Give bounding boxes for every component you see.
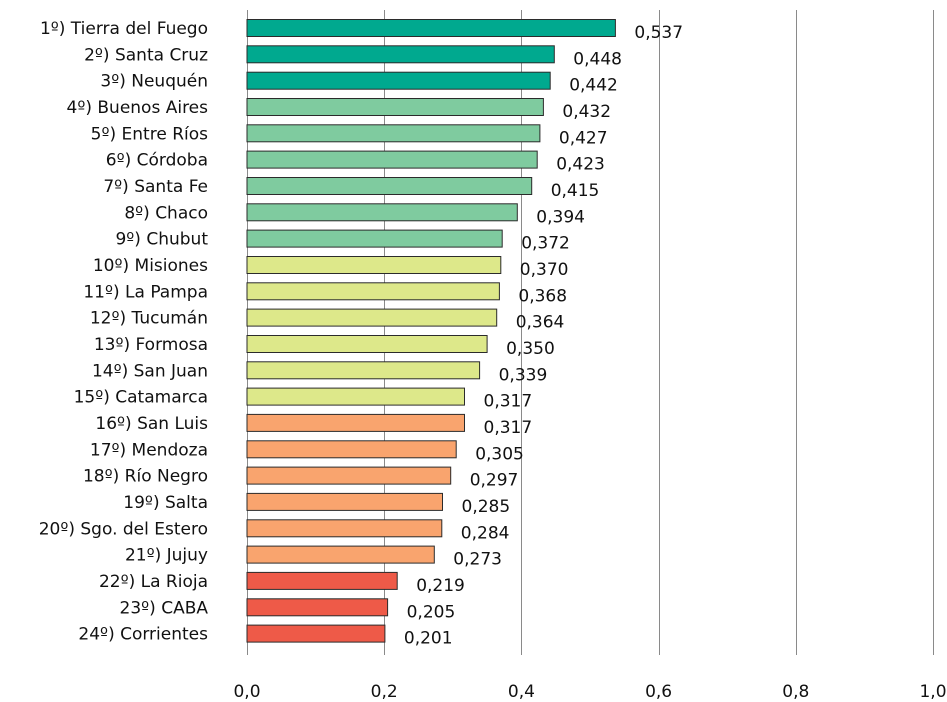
bar: [246, 440, 457, 459]
data-label: 0,317: [484, 418, 533, 438]
category-label: 22º) La Rioja: [99, 572, 208, 592]
data-label: 0,339: [499, 365, 548, 385]
tick-layer: 0,0 0,2 0,4 0,6 0,8 1,0: [233, 682, 946, 702]
category-label: 19º) Salta: [123, 493, 208, 513]
category-label: 5º) Entre Ríos: [91, 124, 208, 144]
bar: [246, 361, 481, 380]
bar: [246, 335, 488, 353]
category-label: 9º) Chubut: [115, 230, 208, 250]
category-label: 1º) Tierra del Fuego: [40, 19, 208, 39]
bar: [246, 19, 616, 37]
bar: [246, 229, 503, 248]
bar: [246, 492, 443, 511]
bar: [246, 308, 498, 327]
data-label: 0,368: [518, 286, 567, 306]
bar: [246, 45, 555, 64]
data-label: 0,364: [516, 313, 565, 333]
category-label: 16º) San Luis: [95, 414, 208, 434]
bar: [246, 256, 502, 274]
category-label: 3º) Neuquén: [100, 72, 208, 92]
bar: [246, 150, 538, 169]
bar: [246, 571, 398, 590]
category-label: 17º) Mendoza: [90, 440, 208, 460]
data-label: 0,201: [404, 629, 453, 649]
category-label: 2º) Santa Cruz: [84, 45, 208, 65]
category-label: 12º) Tucumán: [90, 309, 208, 329]
bar: [246, 545, 435, 564]
bar: [246, 466, 452, 485]
data-label: 0,285: [462, 497, 511, 517]
bar: [246, 624, 386, 643]
bar-layer: [246, 19, 616, 643]
bar: [246, 519, 443, 538]
category-label: 10º) Misiones: [93, 256, 208, 276]
bar: [246, 71, 551, 90]
data-label: 0,205: [407, 602, 456, 622]
x-tick-label: 0,0: [233, 682, 260, 702]
category-label: 4º) Buenos Aires: [67, 98, 209, 118]
data-label: 0,372: [521, 234, 570, 254]
category-label: 18º) Río Negro: [83, 467, 208, 487]
data-label: 0,284: [461, 523, 510, 543]
x-tick-label: 1,0: [919, 682, 946, 702]
label-layer: 1º) Tierra del Fuego 0,537 2º) Santa Cruz 0…: [39, 19, 683, 649]
category-label: 13º) Formosa: [94, 335, 208, 355]
data-label: 0,448: [573, 49, 622, 69]
category-label: 8º) Chaco: [124, 203, 208, 223]
data-label: 0,394: [536, 207, 585, 227]
data-label: 0,442: [569, 76, 618, 96]
category-label: 7º) Santa Fe: [103, 177, 208, 197]
category-label: 6º) Córdoba: [106, 151, 208, 171]
x-tick-label: 0,2: [371, 682, 398, 702]
category-label: 14º) San Juan: [92, 361, 208, 381]
x-tick-label: 0,6: [645, 682, 672, 702]
bar: [246, 413, 465, 432]
category-label: 11º) La Pampa: [83, 282, 208, 302]
category-label: 23º) CABA: [120, 598, 209, 618]
x-tick-label: 0,4: [508, 682, 535, 702]
category-label: 21º) Jujuy: [125, 546, 208, 566]
data-label: 0,305: [475, 444, 524, 464]
data-label: 0,273: [453, 550, 502, 570]
x-tick-label: 0,8: [782, 682, 809, 702]
data-label: 0,370: [520, 260, 569, 280]
bar: [246, 203, 518, 222]
data-label: 0,219: [416, 576, 465, 596]
data-label: 0,317: [484, 392, 533, 412]
category-label: 15º) Catamarca: [74, 388, 208, 408]
bar: [246, 177, 533, 195]
bar: [246, 598, 389, 617]
data-label: 0,297: [470, 471, 519, 491]
data-label: 0,415: [551, 181, 600, 201]
data-label: 0,423: [556, 155, 605, 175]
data-label: 0,432: [562, 102, 611, 122]
data-label: 0,427: [559, 128, 608, 148]
data-label: 0,350: [506, 339, 555, 359]
bar: [246, 98, 544, 116]
bar: [246, 387, 465, 406]
data-label: 0,537: [634, 23, 683, 43]
bar: [246, 124, 541, 143]
category-label: 24º) Corrientes: [78, 625, 208, 645]
bar: [246, 282, 500, 301]
category-label: 20º) Sgo. del Estero: [39, 519, 208, 539]
